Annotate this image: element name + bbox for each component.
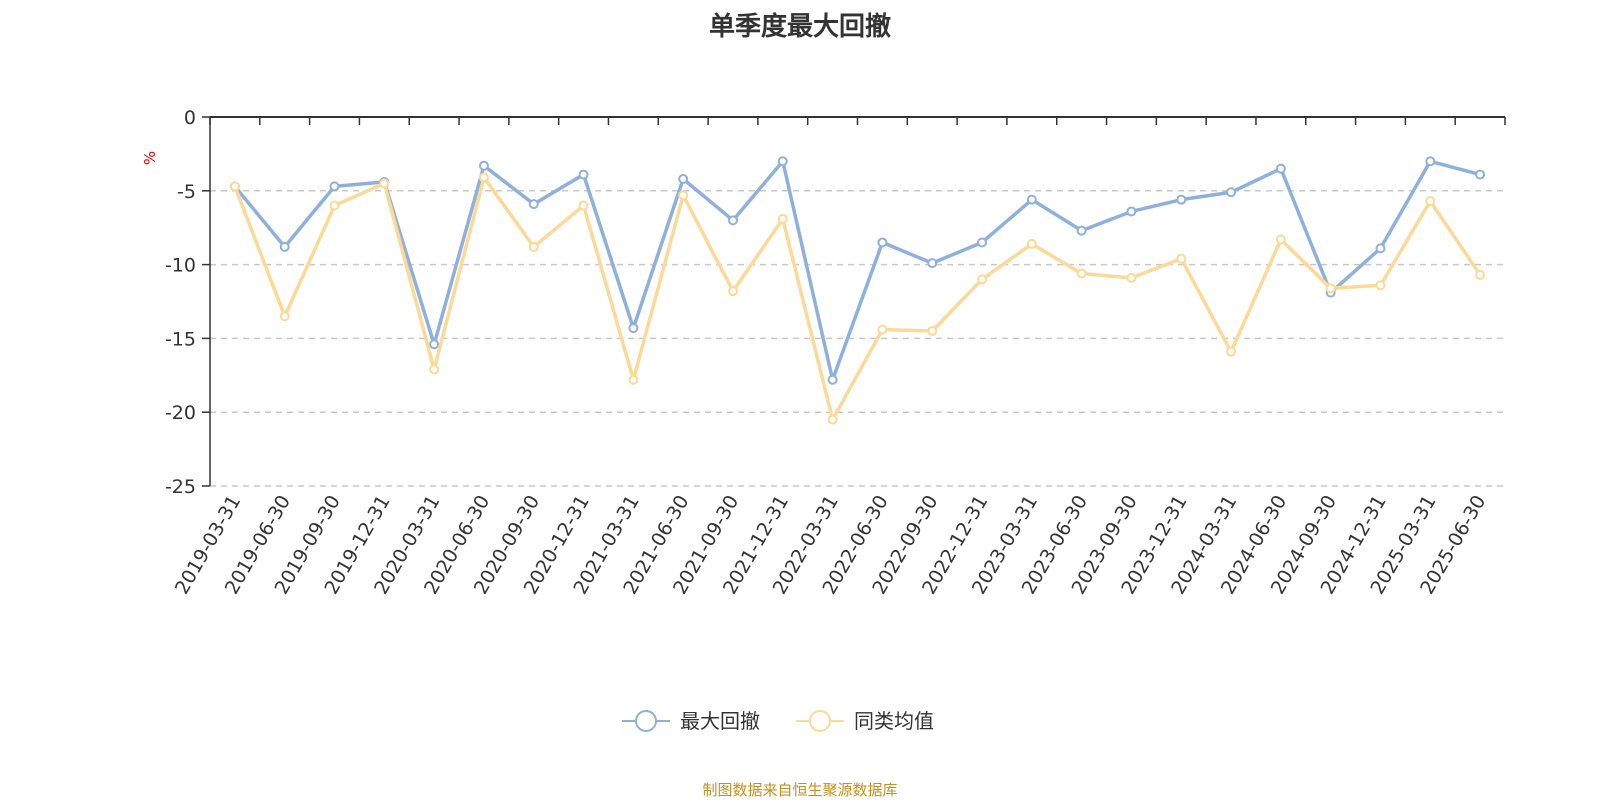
legend-marker-icon bbox=[635, 710, 657, 732]
data-point bbox=[877, 237, 888, 248]
data-point bbox=[777, 213, 788, 224]
legend-label: 最大回撤 bbox=[680, 709, 760, 733]
data-point bbox=[1026, 194, 1037, 205]
series-line bbox=[233, 159, 1481, 382]
data-point bbox=[1475, 169, 1486, 180]
y-tick-label: -20 bbox=[165, 402, 196, 424]
data-point bbox=[877, 324, 888, 335]
y-tick-label: -10 bbox=[165, 255, 196, 277]
data-point bbox=[229, 181, 240, 192]
data-point bbox=[1176, 194, 1187, 205]
data-point bbox=[678, 190, 689, 201]
data-point bbox=[1226, 187, 1237, 198]
data-point bbox=[1076, 268, 1087, 279]
data-point bbox=[727, 215, 738, 226]
data-point bbox=[1375, 280, 1386, 291]
data-point bbox=[977, 237, 988, 248]
data-point bbox=[1425, 196, 1436, 207]
data-point bbox=[528, 241, 539, 252]
y-tick-label: -15 bbox=[165, 328, 196, 350]
data-point bbox=[1026, 238, 1037, 249]
data-point bbox=[1375, 243, 1386, 254]
y-tick-label: -5 bbox=[177, 181, 196, 203]
data-point bbox=[927, 258, 938, 269]
data-point bbox=[727, 286, 738, 297]
data-point bbox=[279, 241, 290, 252]
legend-label: 同类均值 bbox=[854, 709, 934, 733]
data-source-note: 制图数据来自恒生聚源数据库 bbox=[702, 781, 898, 799]
data-point bbox=[628, 374, 639, 385]
data-point bbox=[1126, 206, 1137, 217]
data-point bbox=[478, 160, 489, 171]
data-point bbox=[1176, 253, 1187, 264]
data-point bbox=[478, 172, 489, 183]
data-point bbox=[1126, 272, 1137, 283]
data-point bbox=[528, 199, 539, 210]
data-point bbox=[1475, 269, 1486, 280]
data-point bbox=[329, 200, 340, 211]
data-point bbox=[977, 274, 988, 285]
data-point bbox=[329, 181, 340, 192]
data-point bbox=[578, 169, 589, 180]
series-line bbox=[233, 175, 1482, 422]
y-tick-label: 0 bbox=[184, 107, 196, 129]
data-point bbox=[578, 200, 589, 211]
data-point bbox=[628, 323, 639, 334]
data-point bbox=[827, 414, 838, 425]
legend-marker-icon bbox=[809, 710, 831, 732]
chart-title: 单季度最大回撤 bbox=[708, 12, 891, 42]
data-point bbox=[927, 326, 938, 337]
data-point bbox=[379, 178, 390, 189]
data-point bbox=[429, 364, 440, 375]
data-point bbox=[1425, 156, 1436, 167]
data-point bbox=[678, 173, 689, 184]
y-tick-label: -25 bbox=[165, 476, 196, 498]
data-point bbox=[1325, 283, 1336, 294]
data-point bbox=[1076, 225, 1087, 236]
data-point bbox=[429, 339, 440, 350]
y-axis-label: % bbox=[141, 151, 159, 165]
data-point bbox=[827, 374, 838, 385]
data-point bbox=[1275, 163, 1286, 174]
data-point bbox=[777, 156, 788, 167]
data-point bbox=[1226, 346, 1237, 357]
data-point bbox=[279, 311, 290, 322]
data-point bbox=[1275, 234, 1286, 245]
